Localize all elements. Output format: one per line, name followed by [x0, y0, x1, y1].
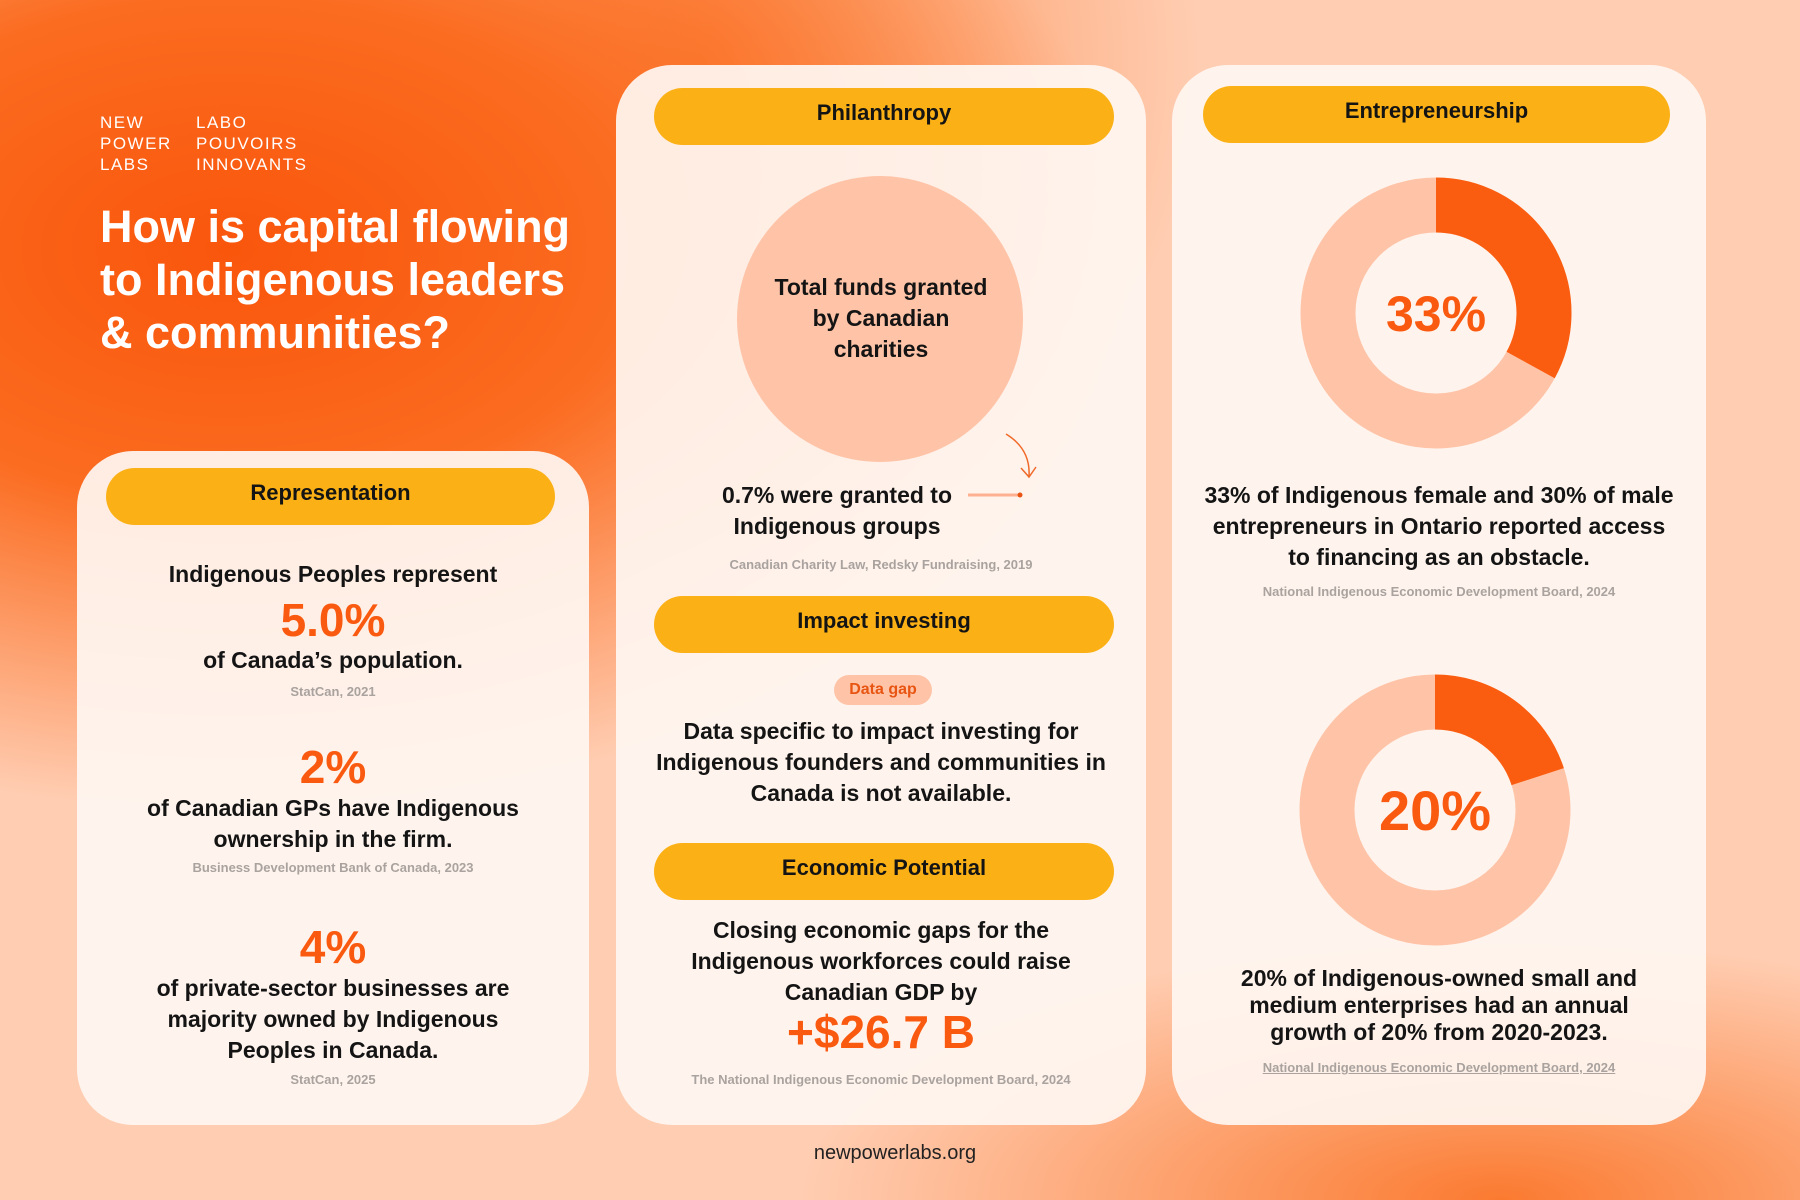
- source: StatCan, 2025: [290, 1072, 376, 1087]
- arrow: [1005, 433, 1030, 477]
- section-heading: Representation: [106, 468, 555, 525]
- stat-text: 33% of Indigenous female and 30% of male…: [1204, 482, 1674, 570]
- donut-arc: [1435, 177, 1572, 379]
- source: National Indigenous Economic Development…: [1262, 1060, 1616, 1075]
- source: Canadian Charity Law, Redsky Fundraising…: [729, 557, 1033, 572]
- donut-charts: 33% 20%: [1299, 177, 1572, 946]
- brand-word: INNOVANTS: [196, 155, 308, 174]
- section-heading: Economic Potential: [654, 843, 1114, 900]
- footer: newpowerlabs.org: [813, 1142, 977, 1164]
- brand-word: POWER: [100, 134, 172, 153]
- section-heading: Impact investing: [654, 596, 1114, 653]
- lead-text: Indigenous Peoples represent: [168, 561, 498, 587]
- stat-text: of Canadian GPs have Indigenous ownershi…: [147, 795, 519, 852]
- stat-text: 20% of Indigenous-owned small and medium…: [1240, 965, 1638, 1045]
- funds-circle: [737, 176, 1023, 462]
- source: StatCan, 2021: [290, 684, 376, 699]
- stat-text: Data specific to impact investing for In…: [656, 718, 1106, 806]
- source: The National Indigenous Economic Develop…: [691, 1072, 1071, 1087]
- stat-text: of Canada’s population.: [203, 647, 463, 673]
- badge: Data gap: [834, 675, 932, 705]
- brand-en: NEW POWER LABS: [100, 112, 172, 175]
- source: National Indigenous Economic Development…: [1262, 584, 1616, 599]
- section-heading: Entrepreneurship: [1203, 86, 1670, 143]
- figure: 5.0%: [280, 594, 386, 646]
- brand-word: POUVOIRS: [196, 134, 298, 153]
- philanthropy-graphic: [737, 176, 1037, 498]
- stat-text: of private-sector businesses are majorit…: [156, 975, 510, 1063]
- brand-word: LABO: [196, 113, 248, 132]
- entrepreneurship-card: Entrepreneurship 33% 20% 33% of Indigenou…: [1172, 65, 1706, 1125]
- donut-label: 20%: [1379, 779, 1491, 842]
- brand-word: NEW: [100, 113, 145, 132]
- representation-card: Representation Indigenous Peoples repres…: [77, 451, 589, 1125]
- middle-card: Philanthropy Total funds granted by Cana…: [616, 65, 1146, 1125]
- arrow-head: [1020, 466, 1037, 479]
- connector-dot: [1017, 492, 1023, 498]
- circle-text: Total funds granted by Canadian charitie…: [774, 274, 988, 362]
- brand-fr: LABO POUVOIRS INNOVANTS: [196, 112, 307, 175]
- figure: 4%: [299, 921, 367, 973]
- brand-word: LABS: [100, 155, 150, 174]
- figure: 2%: [299, 741, 367, 793]
- donut-label: 33%: [1386, 286, 1486, 342]
- figure: +$26.7 B: [787, 1006, 975, 1058]
- donut-arc: [1434, 674, 1564, 787]
- title: How is capital flowing to Indigenous lea…: [100, 201, 571, 358]
- stat-text: 0.7% were granted to Indigenous groups: [721, 482, 953, 539]
- source: Business Development Bank of Canada, 202…: [192, 860, 474, 875]
- section-heading: Philanthropy: [654, 88, 1114, 145]
- stat-text: Closing economic gaps for the Indigenous…: [691, 917, 1071, 1005]
